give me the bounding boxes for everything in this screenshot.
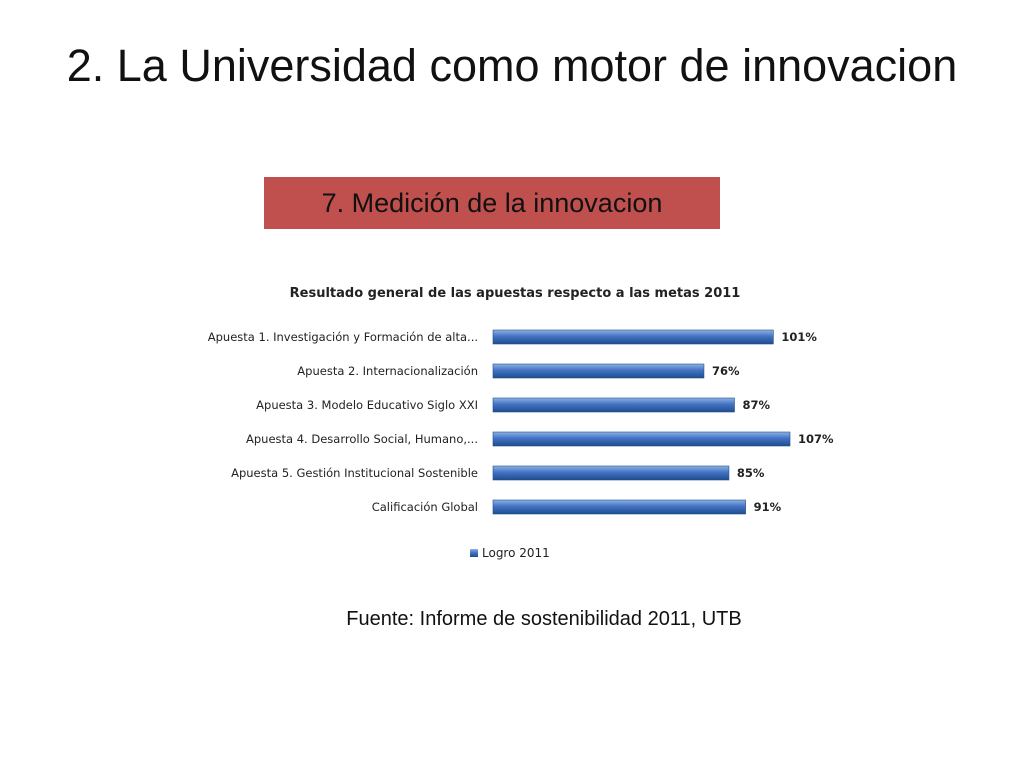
chart-title: Resultado general de las apuestas respec…: [290, 286, 741, 301]
bar: [492, 363, 705, 379]
category-label: Apuesta 2. Internacionalización: [297, 364, 478, 378]
bars-layer: Apuesta 1. Investigación y Formación de …: [208, 329, 834, 515]
source-note: Fuente: Informe de sostenibilidad 2011, …: [346, 608, 742, 630]
category-label: Calificación Global: [372, 500, 478, 514]
category-label: Apuesta 4. Desarrollo Social, Humano,...: [246, 432, 478, 446]
category-label: Apuesta 3. Modelo Educativo Siglo XXI: [256, 398, 478, 412]
legend: Logro 2011: [470, 546, 550, 560]
value-label: 87%: [742, 398, 770, 412]
bar-chart: Resultado general de las apuestas respec…: [208, 286, 834, 560]
bar: [492, 499, 746, 515]
bar: [492, 465, 730, 481]
category-label: Apuesta 1. Investigación y Formación de …: [208, 330, 478, 344]
value-label: 91%: [754, 500, 782, 514]
value-label: 101%: [781, 330, 817, 344]
value-label: 107%: [798, 432, 834, 446]
category-label: Apuesta 5. Gestión Institucional Sosteni…: [231, 466, 478, 480]
value-label: 76%: [712, 364, 740, 378]
bar: [492, 329, 774, 345]
bar: [492, 431, 791, 447]
legend-label: Logro 2011: [482, 546, 550, 560]
value-label: 85%: [737, 466, 765, 480]
section-badge: 7. Medición de la innovacion: [264, 177, 720, 229]
legend-swatch: [470, 549, 478, 557]
bar: [492, 397, 735, 413]
slide-title: 2. La Universidad como motor de innovaci…: [66, 40, 958, 91]
